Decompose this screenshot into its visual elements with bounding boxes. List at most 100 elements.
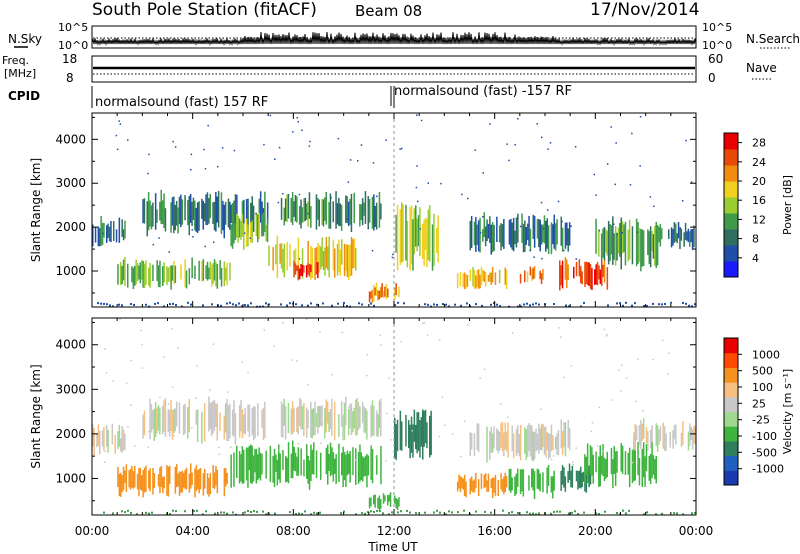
ground-scatter-cell: [238, 302, 240, 305]
echo-cell: [603, 260, 606, 283]
echo-cell: [118, 217, 121, 243]
echo-cell: [303, 198, 305, 223]
ground-scatter-cell: [172, 509, 174, 512]
echo-cell: [163, 193, 165, 228]
echo-cell: [575, 470, 578, 482]
echo-cell: [205, 194, 207, 225]
echo-cell: [292, 440, 294, 479]
ground-scatter-cell: [643, 305, 645, 307]
echo-cell: [624, 451, 627, 475]
colorbar-segment: [724, 165, 738, 182]
echo-cell: [264, 191, 266, 232]
echo-cell: [616, 450, 618, 473]
echo-cell: [251, 445, 253, 484]
echo-cell: [642, 418, 645, 439]
echo-cell: [226, 398, 228, 441]
speckle: [297, 443, 300, 445]
echo-cell: [154, 193, 157, 230]
speckle: [575, 447, 577, 449]
echo-cell: [148, 267, 150, 286]
ground-scatter-cell: [121, 304, 123, 307]
echo-cell: [286, 457, 288, 482]
echo-cell: [240, 454, 242, 482]
echo-cell: [634, 423, 636, 451]
echo-cell: [216, 403, 218, 441]
echo-cell: [210, 402, 213, 437]
ground-scatter-cell: [346, 305, 348, 307]
echo-cell: [373, 194, 375, 231]
echo-cell: [305, 407, 308, 438]
ground-scatter-cell: [604, 510, 606, 513]
echo-cell: [461, 477, 463, 489]
speckle: [152, 243, 155, 246]
x-tick-label: 16:00: [477, 524, 512, 538]
colorbar-segment: [724, 396, 738, 412]
echo-cell: [458, 474, 460, 489]
echo-region: [117, 463, 228, 498]
echo-cell: [381, 283, 383, 298]
echo-cell: [529, 266, 532, 276]
echo-cell: [585, 456, 587, 476]
echo-cell: [206, 473, 209, 495]
colorbar-segment: [724, 440, 738, 457]
echo-cell: [310, 264, 312, 273]
echo-cell: [334, 248, 336, 278]
speckle: [489, 123, 491, 125]
echo-cell: [644, 456, 646, 487]
echo-region: [394, 409, 432, 461]
speckle: [218, 453, 221, 456]
echo-cell: [525, 429, 527, 460]
echo-cell: [341, 239, 343, 265]
nave-label: Nave: [746, 61, 777, 75]
echo-cell: [184, 195, 186, 221]
ground-scatter-cell: [316, 303, 318, 306]
echo-cell: [171, 410, 174, 440]
echo-cell: [539, 473, 541, 492]
echo-cell: [132, 471, 135, 489]
ground-scatter-cell: [427, 303, 429, 306]
speckle: [372, 162, 375, 164]
speckle: [550, 458, 553, 461]
speckle: [159, 396, 161, 399]
echo-cell: [599, 445, 601, 487]
echo-region: [293, 261, 319, 281]
echo-cell: [332, 452, 335, 482]
echo-cell: [395, 214, 397, 253]
speckle: [214, 411, 217, 414]
ground-scatter-cell: [583, 302, 585, 304]
ground-scatter-cell: [643, 513, 645, 516]
echo-cell: [395, 424, 397, 461]
speckle: [213, 241, 215, 243]
y-tick-label: 4000: [55, 132, 86, 146]
echo-cell: [472, 480, 474, 493]
echo-cell: [286, 194, 288, 222]
speckle: [191, 229, 193, 231]
colorbar-segment: [724, 426, 738, 442]
echo-cell: [164, 208, 167, 232]
ground-scatter-cell: [184, 510, 186, 513]
echo-cell: [156, 260, 158, 281]
echo-cell: [598, 456, 600, 487]
echo-cell: [588, 262, 590, 287]
ground-scatter-cell: [550, 512, 552, 515]
ground-scatter-cell: [394, 304, 396, 307]
speckle: [563, 249, 565, 252]
echo-cell: [251, 196, 253, 235]
echo-cell: [336, 203, 339, 225]
echo-cell: [272, 455, 274, 483]
echo-cell: [469, 220, 471, 251]
speckle: [620, 390, 622, 392]
echo-cell: [364, 191, 367, 224]
speckle: [171, 386, 174, 388]
echo-cell: [645, 427, 648, 444]
echo-cell: [645, 444, 648, 472]
echo-cell: [173, 261, 175, 285]
echo-cell: [222, 200, 224, 231]
speckle: [591, 422, 594, 424]
echo-cell: [552, 435, 554, 451]
echo-cell: [540, 273, 543, 285]
colorbar-tick-label: 1000: [752, 348, 780, 361]
speckle: [371, 249, 374, 252]
echo-cell: [591, 268, 593, 291]
